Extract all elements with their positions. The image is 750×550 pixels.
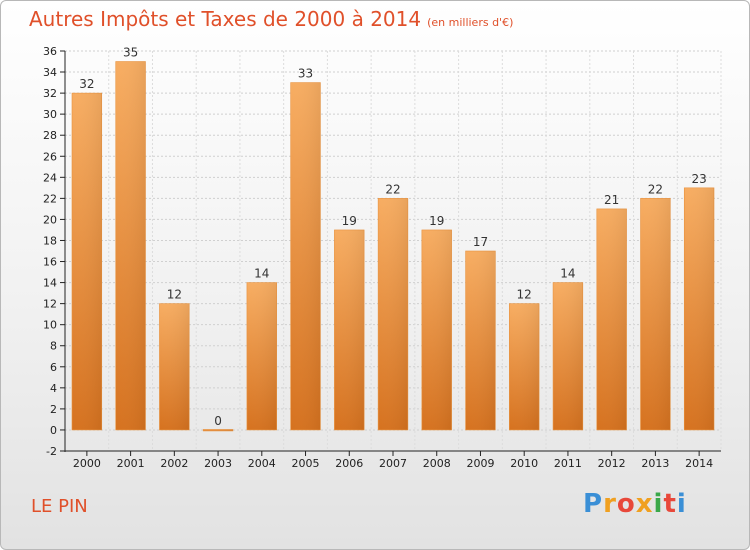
bar-shade bbox=[509, 303, 540, 430]
logo-letter: P bbox=[583, 489, 604, 519]
y-tick-label: 32 bbox=[43, 87, 57, 100]
x-tick-label: 2011 bbox=[554, 457, 582, 470]
bar-value-label: 21 bbox=[604, 193, 619, 207]
x-tick-label: 2004 bbox=[248, 457, 276, 470]
bar-layer bbox=[71, 61, 715, 432]
bar-value-label: 19 bbox=[429, 214, 444, 228]
proxiti-logo: Proxiti bbox=[583, 489, 687, 519]
x-tick-label: 2008 bbox=[423, 457, 451, 470]
bar-shade bbox=[159, 303, 190, 430]
bar-value-label: 14 bbox=[254, 267, 269, 281]
bar-shade bbox=[246, 282, 277, 430]
bar-shade bbox=[553, 282, 583, 430]
y-tick-label: 20 bbox=[43, 213, 57, 226]
bar-shade bbox=[378, 198, 408, 430]
bar-value-label: 0 bbox=[214, 414, 222, 428]
bar-value-label: 12 bbox=[517, 288, 532, 302]
chart-unit: (en milliers d'€) bbox=[427, 16, 514, 29]
y-tick-label: 24 bbox=[43, 171, 57, 184]
y-tick-label: 26 bbox=[43, 150, 57, 163]
x-tick-label: 2001 bbox=[117, 457, 145, 470]
bar-shade bbox=[640, 198, 671, 430]
chart-title-text: Autres Impôts et Taxes de 2000 à 2014 bbox=[29, 7, 422, 31]
logo-letter: o bbox=[616, 489, 636, 519]
bar-value-label: 33 bbox=[298, 67, 313, 81]
x-tick-label: 2013 bbox=[641, 457, 669, 470]
bar-value-label: 35 bbox=[123, 46, 138, 60]
bar-value-label: 17 bbox=[473, 235, 488, 249]
y-tick-label: -2 bbox=[46, 445, 57, 458]
y-tick-label: 14 bbox=[43, 277, 57, 290]
bar-shade bbox=[684, 187, 715, 430]
y-tick-label: 34 bbox=[43, 66, 57, 79]
y-tick-label: 18 bbox=[43, 234, 57, 247]
place-name: LE PIN bbox=[31, 496, 88, 517]
x-tick-label: 2000 bbox=[73, 457, 101, 470]
y-tick-label: 28 bbox=[43, 129, 57, 142]
y-tick-label: 2 bbox=[50, 403, 57, 416]
x-tick-label: 2005 bbox=[292, 457, 320, 470]
logo-letter: r bbox=[603, 489, 617, 519]
logo-letter: i bbox=[676, 489, 687, 519]
bar-value-label: 19 bbox=[342, 214, 357, 228]
y-tick-label: 30 bbox=[43, 108, 57, 121]
y-tick-label: 12 bbox=[43, 298, 57, 311]
bar-shade bbox=[203, 429, 233, 431]
y-tick-label: 36 bbox=[43, 45, 57, 58]
x-tick-label: 2014 bbox=[685, 457, 713, 470]
y-tick-label: 8 bbox=[50, 340, 57, 353]
y-tick-label: 16 bbox=[43, 256, 57, 269]
y-tick-label: 10 bbox=[43, 319, 57, 332]
bar-shade bbox=[71, 93, 102, 430]
bar-shade bbox=[421, 229, 452, 430]
bar-value-label: 32 bbox=[79, 77, 94, 91]
x-tick-label: 2010 bbox=[510, 457, 538, 470]
chart-title: Autres Impôts et Taxes de 2000 à 2014 (en… bbox=[29, 7, 513, 31]
logo-letter: t bbox=[663, 489, 677, 519]
bar-value-label: 14 bbox=[560, 267, 575, 281]
logo-letter: i bbox=[653, 489, 664, 519]
y-tick-label: 4 bbox=[50, 382, 57, 395]
x-tick-label: 2006 bbox=[335, 457, 363, 470]
x-tick-label: 2012 bbox=[598, 457, 626, 470]
x-tick-label: 2002 bbox=[160, 457, 188, 470]
bar-value-label: 12 bbox=[167, 288, 182, 302]
bar-shade bbox=[334, 229, 365, 430]
logo-letter: x bbox=[635, 489, 654, 519]
bar-shade bbox=[290, 82, 321, 430]
y-tick-label: 0 bbox=[50, 424, 57, 437]
bar-value-label: 22 bbox=[648, 182, 663, 196]
bar-shade bbox=[596, 208, 627, 430]
x-tick-label: 2003 bbox=[204, 457, 232, 470]
bar-value-label: 22 bbox=[385, 182, 400, 196]
x-tick-label: 2009 bbox=[466, 457, 494, 470]
y-tick-label: 22 bbox=[43, 192, 57, 205]
x-tick-label: 2007 bbox=[379, 457, 407, 470]
bar-shade bbox=[465, 251, 496, 430]
bar-value-label: 23 bbox=[691, 172, 706, 186]
bar-shade bbox=[115, 61, 146, 430]
label-layer: 32 35 12 0 14 33 19 22 19 17 12 14 21 22 23 bbox=[79, 46, 707, 428]
y-tick-label: 6 bbox=[50, 361, 57, 374]
